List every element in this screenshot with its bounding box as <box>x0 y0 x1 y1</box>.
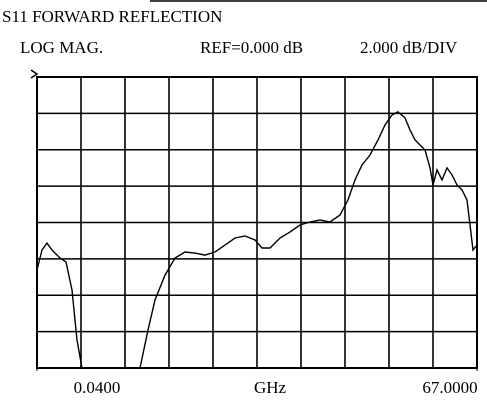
plot-frame <box>36 76 478 369</box>
format-label: LOG MAG. <box>20 38 103 57</box>
reference-marker <box>30 69 39 79</box>
x-tick-label: 67.0000 <box>422 378 477 397</box>
scale-label: 2.000 dB/DIV <box>360 38 458 57</box>
chart-title: S11 FORWARD REFLECTION <box>2 7 222 26</box>
x-tick-label: 0.0400 <box>74 378 121 397</box>
x-unit: GHz <box>254 378 287 397</box>
trace <box>36 111 478 369</box>
reference-label: REF=0.000 dB <box>200 38 303 57</box>
